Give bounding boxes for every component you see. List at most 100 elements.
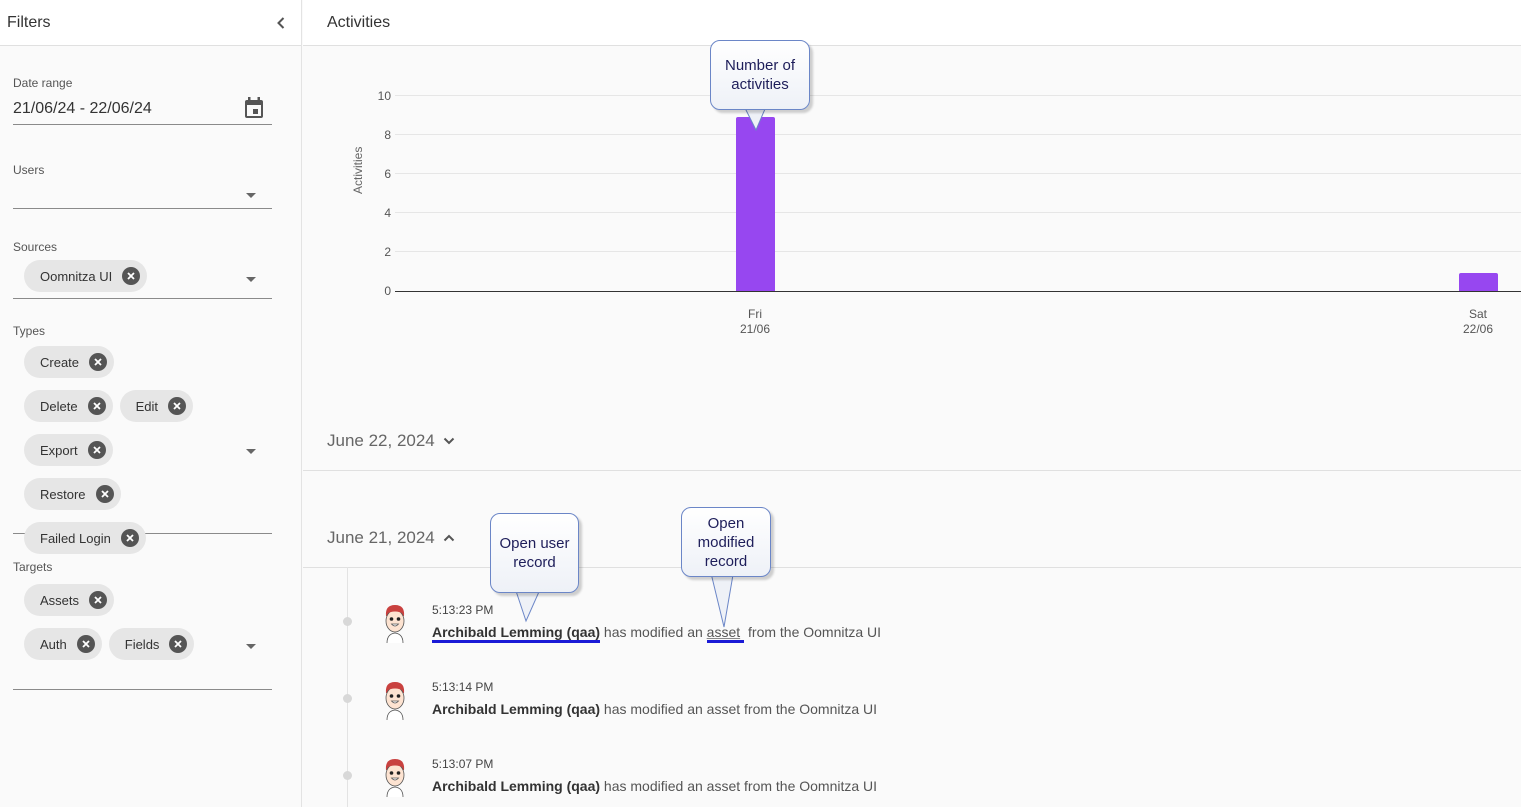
date-header-label: June 22, 2024 <box>327 431 435 450</box>
types-label: Types <box>13 324 46 338</box>
activity-entry: 5:13:07 PM Archibald Lemming (qaa) has m… <box>303 754 1521 807</box>
entry-text-pre: has modified an <box>600 701 707 717</box>
remove-chip-icon[interactable] <box>167 397 186 415</box>
bar-fri-21-06[interactable] <box>736 117 775 291</box>
asset-link[interactable]: asset <box>706 624 745 643</box>
chevron-left-icon <box>277 16 285 29</box>
chip-fields[interactable]: Fields <box>108 628 195 660</box>
calendar-icon[interactable] <box>244 97 264 124</box>
callout-open-modified-record: Open modified record <box>681 507 771 577</box>
date-section-june-21: June 21, 2024 <box>303 471 1521 568</box>
date-range-label: Date range <box>13 76 73 90</box>
chip-label: Restore <box>40 486 86 502</box>
y-tick: 6 <box>384 167 391 181</box>
sidebar-header: Filters <box>0 0 301 46</box>
page-title: Activities <box>327 13 391 31</box>
entry-time: 5:13:23 PM <box>432 603 494 617</box>
entry-text: Archibald Lemming (qaa) has modified an … <box>432 778 877 794</box>
chip-label: Create <box>40 354 80 370</box>
date-range-input[interactable]: 21/06/24 - 22/06/24 <box>13 90 272 125</box>
remove-chip-icon[interactable] <box>120 529 139 547</box>
users-field: Users <box>13 163 272 209</box>
remove-chip-icon[interactable] <box>87 441 106 459</box>
y-tick: 0 <box>384 284 391 298</box>
x-tick-day: Fri <box>748 307 762 321</box>
sources-label: Sources <box>13 240 58 254</box>
asset-link[interactable]: asset <box>706 778 741 794</box>
user-link[interactable]: Archibald Lemming (qaa) <box>432 778 601 794</box>
chevron-up-icon <box>443 534 454 542</box>
chip-failed-login[interactable]: Failed Login <box>24 522 146 554</box>
sources-select[interactable]: Oomnitza UI <box>13 254 272 299</box>
types-field: Types Create Delete Edit Export Restore … <box>13 324 272 554</box>
dropdown-arrow-icon <box>246 449 256 454</box>
date-header-june-22[interactable]: June 22, 2024 <box>303 386 1521 451</box>
chip-label: Auth <box>40 636 67 652</box>
entry-text: Archibald Lemming (qaa) has modified an … <box>432 701 877 717</box>
activity-entry: 5:13:14 PM Archibald Lemming (qaa) has m… <box>303 677 1521 737</box>
remove-chip-icon[interactable] <box>89 591 108 609</box>
chip-create[interactable]: Create <box>24 346 115 378</box>
chip-restore[interactable]: Restore <box>24 478 121 510</box>
chip-edit[interactable]: Edit <box>119 390 193 422</box>
chip-label: Edit <box>135 398 158 414</box>
types-select[interactable]: Create Delete Edit Export Restore Failed… <box>13 338 272 554</box>
remove-chip-icon[interactable] <box>87 397 106 415</box>
gridline <box>395 212 1521 213</box>
x-tick-fri: Fri 21/06 <box>725 307 785 337</box>
remove-chip-icon[interactable] <box>76 635 95 653</box>
remove-chip-icon[interactable] <box>95 485 114 503</box>
entry-text-pre: has modified an <box>600 778 707 794</box>
entry-text-post: from the Oomnitza UI <box>740 701 878 717</box>
chip-auth[interactable]: Auth <box>24 628 102 660</box>
targets-field: Targets Assets Auth Fields <box>13 560 272 690</box>
y-tick: 4 <box>384 206 391 220</box>
dropdown-arrow-icon <box>246 277 256 282</box>
user-link[interactable]: Archibald Lemming (qaa) <box>432 701 601 717</box>
callout-number-of-activities: Number of activities <box>710 40 810 110</box>
x-axis-line <box>395 291 1521 292</box>
y-tick: 8 <box>384 128 391 142</box>
users-select[interactable] <box>13 177 272 209</box>
user-avatar-icon <box>385 605 405 644</box>
date-header-june-21[interactable]: June 21, 2024 <box>303 471 1521 548</box>
date-range-field: Date range 21/06/24 - 22/06/24 <box>13 76 272 125</box>
chip-label: Fields <box>124 636 160 652</box>
timeline-dot <box>343 617 352 626</box>
asset-link[interactable]: asset <box>706 701 741 717</box>
chip-export[interactable]: Export <box>24 434 113 466</box>
user-link[interactable]: Archibald Lemming (qaa) <box>432 624 601 643</box>
bar-sat-22-06[interactable] <box>1459 273 1498 291</box>
remove-chip-icon[interactable] <box>169 635 188 653</box>
entry-text-post: from the Oomnitza UI <box>744 624 882 640</box>
sources-field: Sources Oomnitza UI <box>13 240 272 299</box>
chip-assets[interactable]: Assets <box>24 584 115 616</box>
gridline <box>395 134 1521 135</box>
x-tick-sat: Sat 22/06 <box>1448 307 1508 337</box>
x-tick-day: Sat <box>1468 307 1487 321</box>
user-avatar-icon <box>385 682 405 721</box>
date-header-label: June 21, 2024 <box>327 528 435 547</box>
collapse-sidebar-button[interactable] <box>269 11 293 35</box>
filters-sidebar: Filters Date range 21/06/24 - 22/06/24 U… <box>0 0 302 807</box>
gridline <box>395 251 1521 252</box>
dropdown-arrow-icon <box>246 193 256 198</box>
timeline-dot <box>343 771 352 780</box>
chip-label: Oomnitza UI <box>40 268 113 284</box>
chip-delete[interactable]: Delete <box>24 390 113 422</box>
date-range-value: 21/06/24 - 22/06/24 <box>13 100 152 117</box>
chip-oomnitza-ui[interactable]: Oomnitza UI <box>24 260 148 292</box>
chip-label: Export <box>40 442 78 458</box>
chevron-down-icon <box>443 437 454 445</box>
activity-entry: 5:13:23 PM Archibald Lemming (qaa) has m… <box>303 600 1521 660</box>
activities-main: Activities Activities 10 8 6 4 2 0 Fri 2… <box>303 0 1521 807</box>
main-header: Activities <box>303 0 1521 46</box>
targets-select[interactable]: Assets Auth Fields <box>13 574 272 690</box>
remove-chip-icon[interactable] <box>89 353 108 371</box>
callout-tail <box>709 569 735 628</box>
users-label: Users <box>13 163 45 177</box>
x-tick-date: 22/06 <box>1462 322 1494 336</box>
remove-chip-icon[interactable] <box>122 267 141 285</box>
user-avatar-icon <box>385 759 405 798</box>
